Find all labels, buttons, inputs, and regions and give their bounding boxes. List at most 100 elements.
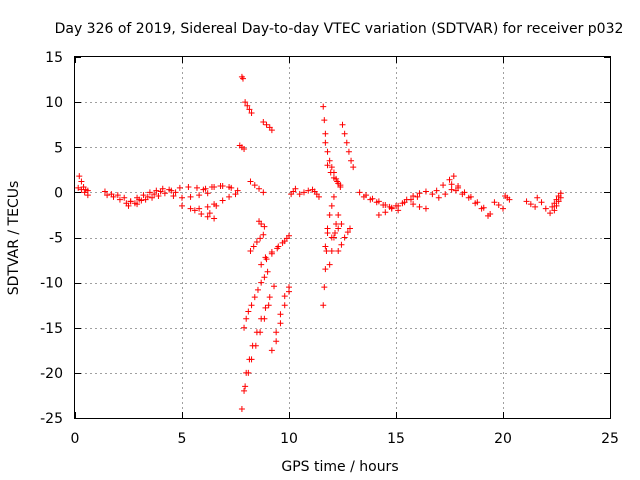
data-point (238, 405, 245, 412)
data-point (239, 75, 246, 82)
data-point (81, 189, 88, 196)
data-point (328, 202, 335, 209)
data-point (527, 201, 534, 208)
data-point (557, 194, 564, 201)
y-tick-labels: -25 -20 -15 -10 -5 0 5 10 15 (40, 50, 63, 427)
data-point (281, 293, 288, 300)
data-point (258, 279, 265, 286)
data-point (315, 193, 322, 200)
data-point (263, 121, 270, 128)
data-point (380, 202, 387, 209)
data-point (243, 315, 250, 322)
data-point (410, 192, 417, 199)
data-point (382, 209, 389, 216)
data-point (345, 148, 352, 155)
data-point (250, 243, 257, 250)
grid (75, 57, 610, 418)
data-point (346, 225, 353, 232)
data-point (191, 207, 198, 214)
data-point (446, 176, 453, 183)
y-tick-label: 15 (45, 50, 63, 66)
data-point (226, 183, 233, 190)
data-point (200, 186, 207, 193)
x-axis-label: GPS time / hours (281, 459, 398, 475)
data-point (450, 173, 457, 180)
data-point (260, 118, 267, 125)
data-point (168, 187, 175, 194)
data-point (300, 189, 307, 196)
data-point (281, 238, 288, 245)
data-point (523, 198, 530, 205)
data-point (410, 201, 417, 208)
data-point (348, 157, 355, 164)
data-point (534, 194, 541, 201)
data-point (332, 229, 339, 236)
data-point (151, 191, 158, 198)
x-tick-label: 20 (494, 431, 512, 447)
data-point (388, 205, 395, 212)
data-point (170, 192, 177, 199)
x-tick-label: 15 (387, 431, 405, 447)
data-point (326, 261, 333, 268)
data-point (277, 320, 284, 327)
data-point (253, 239, 260, 246)
data-point (198, 211, 205, 218)
data-point (320, 302, 327, 309)
data-point (206, 210, 213, 217)
data-point (491, 199, 498, 206)
chart-title: Day 326 of 2019, Sidereal Day-to-day VTE… (55, 21, 624, 37)
data-point (538, 199, 545, 206)
data-point (344, 229, 351, 236)
data-point (261, 274, 268, 281)
data-point (403, 196, 410, 203)
y-tick-label: -15 (40, 321, 63, 337)
data-point (204, 190, 211, 197)
data-point (266, 294, 273, 301)
data-point (110, 193, 117, 200)
y-tick-label: 5 (54, 140, 63, 156)
data-point (176, 184, 183, 191)
data-point (262, 304, 269, 311)
data-point (326, 157, 333, 164)
data-point (257, 329, 264, 336)
data-point (219, 197, 226, 204)
data-point (204, 213, 211, 220)
data-point (161, 190, 168, 197)
data-point (268, 347, 275, 354)
data-point (322, 266, 329, 273)
data-point (360, 193, 367, 200)
x-tick-label: 0 (71, 431, 80, 447)
data-point (478, 205, 485, 212)
data-point (395, 202, 402, 209)
data-point (257, 235, 264, 242)
data-point (217, 183, 224, 190)
data-point (542, 205, 549, 212)
data-point (146, 189, 153, 196)
data-point (245, 369, 252, 376)
data-point (260, 231, 267, 238)
data-point (328, 248, 335, 255)
data-point (241, 146, 248, 153)
data-point (277, 311, 284, 318)
data-point (323, 248, 330, 255)
data-point (286, 232, 292, 239)
data-point (273, 338, 280, 345)
data-point (367, 196, 374, 203)
data-point (416, 203, 423, 210)
data-point (136, 196, 143, 203)
data-point (448, 181, 455, 188)
data-point (232, 191, 239, 198)
data-point (341, 130, 348, 137)
data-point (234, 187, 241, 194)
data-point (337, 182, 344, 189)
data-point (262, 254, 269, 261)
data-point (465, 194, 472, 201)
data-point (326, 211, 333, 218)
data-point (260, 189, 267, 196)
data-point (506, 196, 513, 203)
data-point (320, 103, 327, 110)
data-point (242, 383, 249, 390)
data-point (84, 192, 91, 199)
